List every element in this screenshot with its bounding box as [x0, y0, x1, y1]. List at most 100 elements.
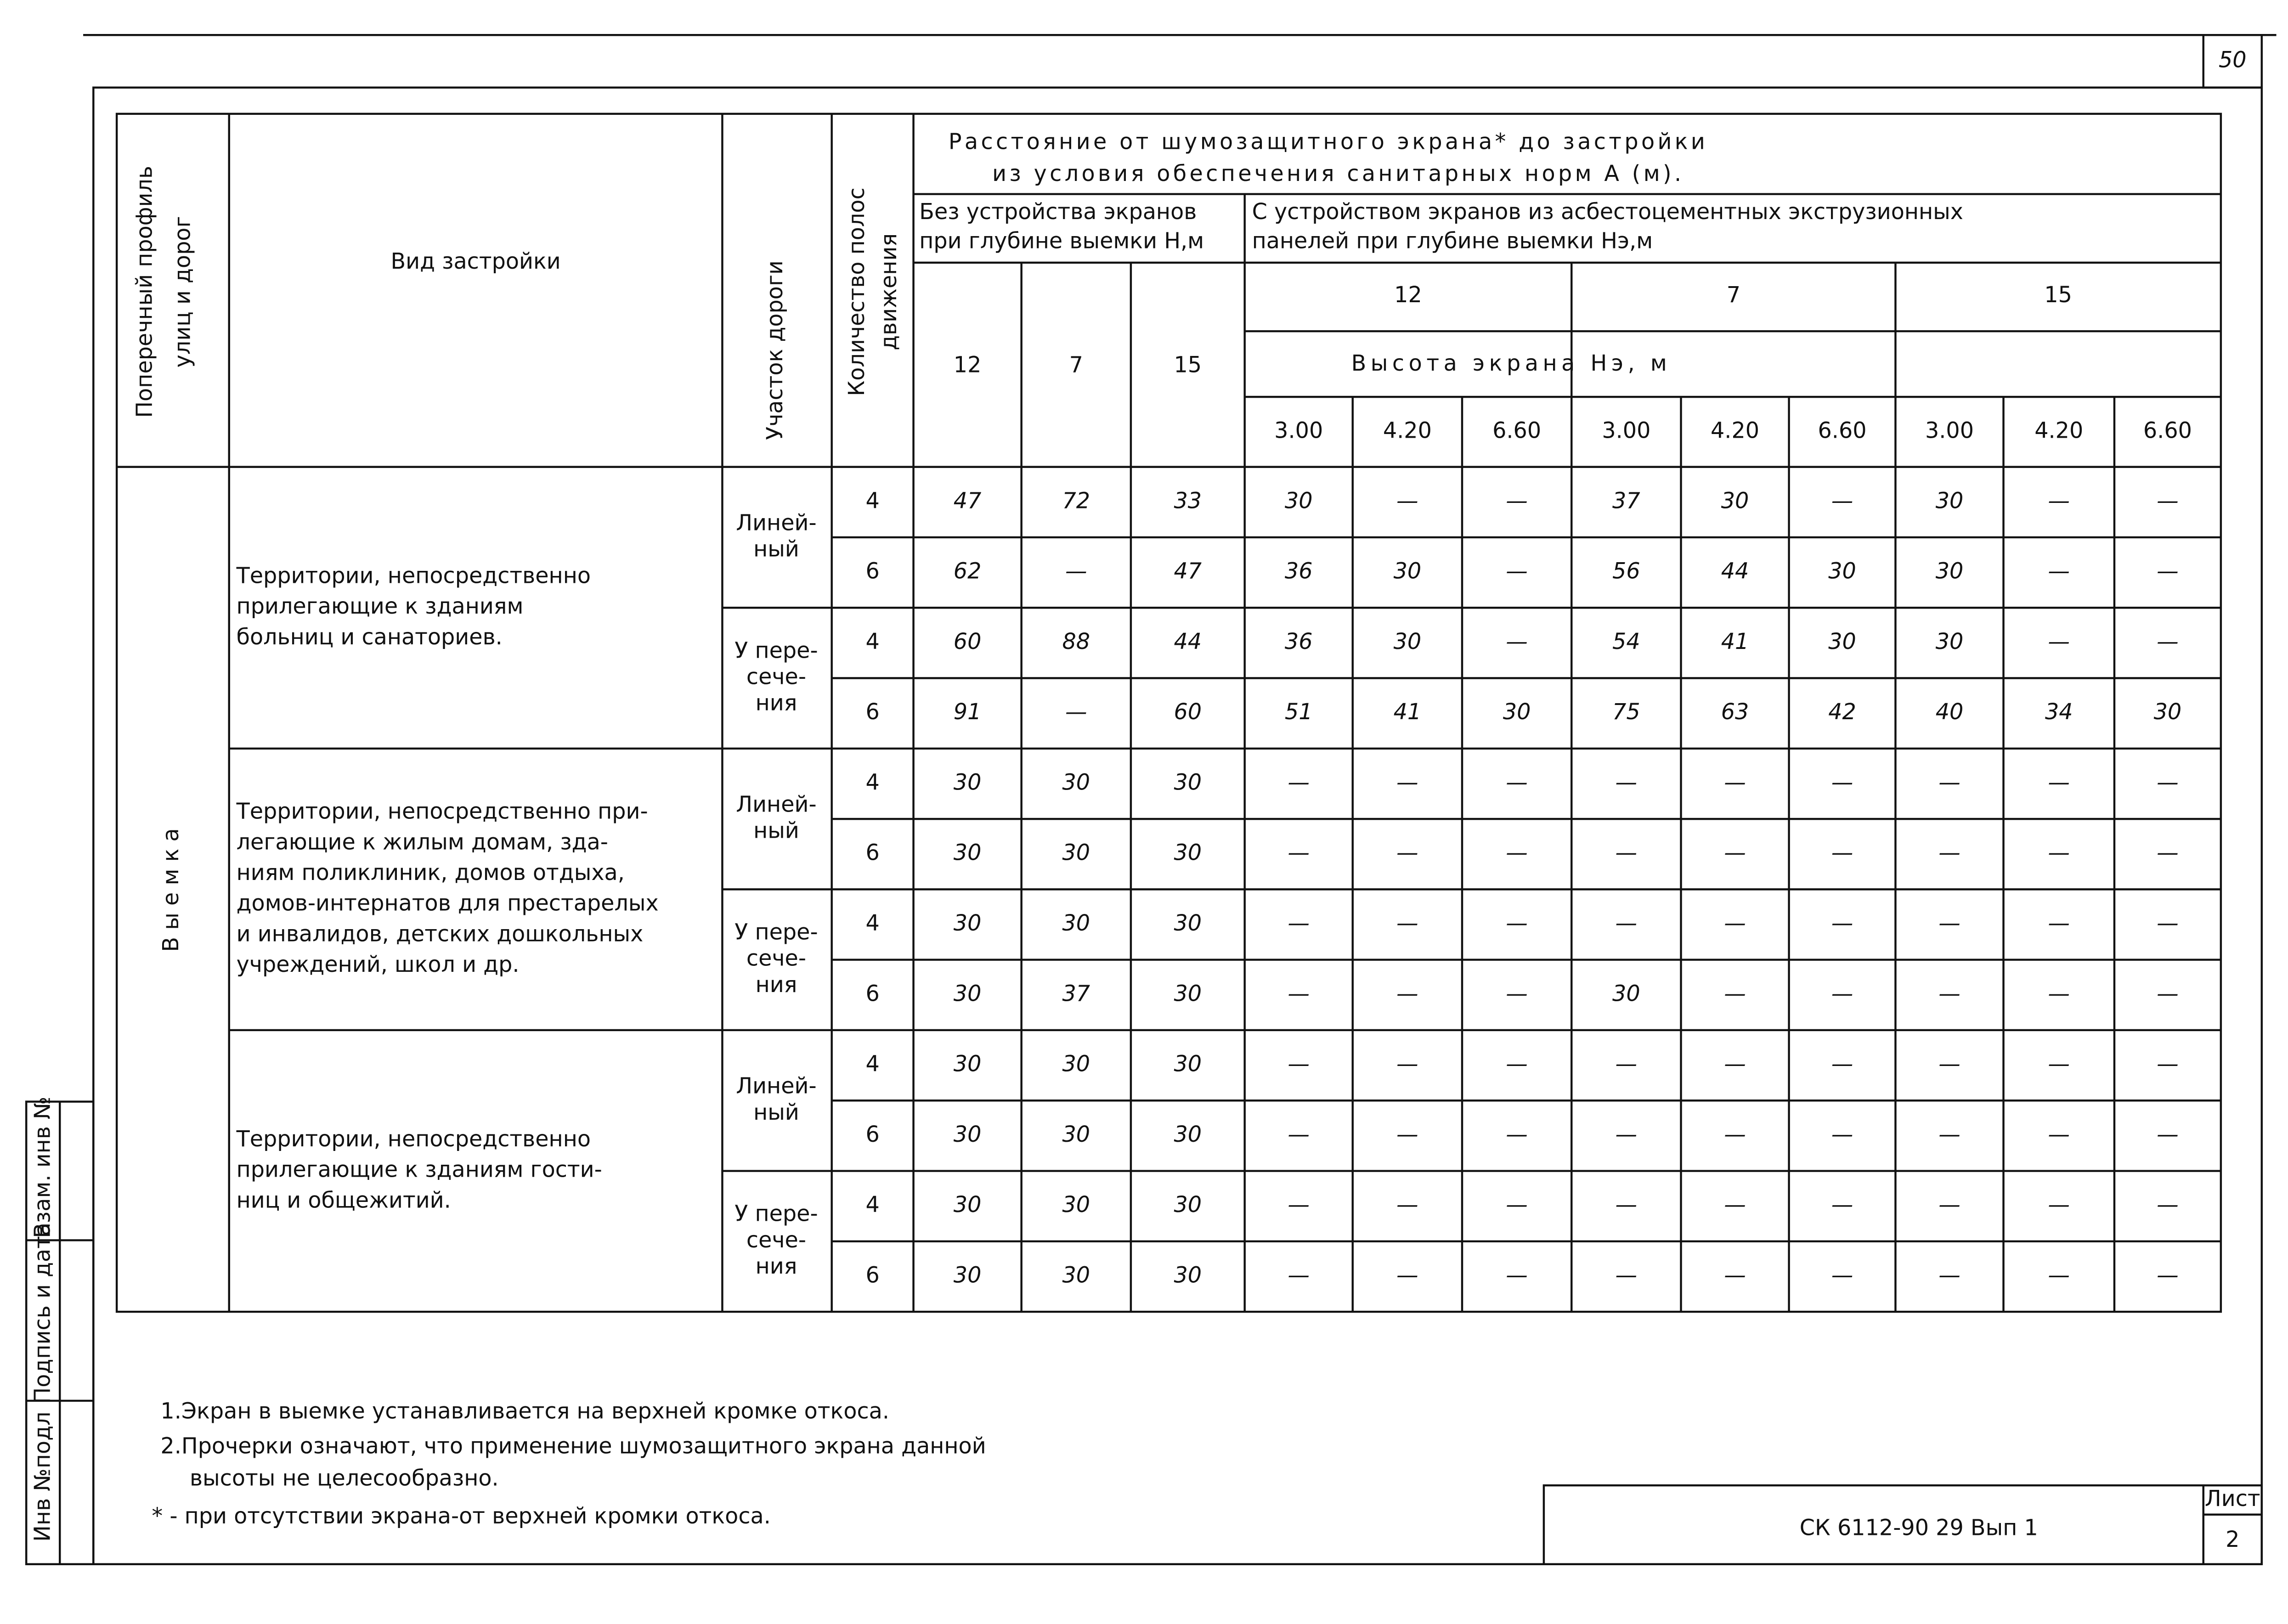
side-stamp-label: Инв №подл: [30, 1411, 55, 1541]
distance-value: —: [1288, 1192, 1310, 1218]
distance-value: 42: [1828, 699, 1856, 725]
sheet-label: Лист: [2205, 1486, 2260, 1511]
distance-value: 30: [1062, 1122, 1090, 1147]
distance-value: —: [2157, 1052, 2179, 1077]
distance-value: —: [1396, 911, 1418, 936]
distance-value: 30: [1062, 911, 1090, 936]
distance-value: —: [1506, 488, 1528, 513]
distance-value: 91: [954, 699, 982, 725]
distance-value: —: [1506, 981, 1528, 1006]
distance-value: 40: [1936, 699, 1964, 725]
distance-value: —: [1288, 911, 1310, 936]
height: 3.00: [1602, 418, 1650, 443]
distance-value: —: [2048, 1263, 2070, 1288]
distance-value: —: [1288, 1052, 1310, 1077]
distance-value: —: [1506, 1052, 1528, 1077]
distance-value: —: [1724, 981, 1746, 1006]
depth: 7: [1069, 352, 1083, 378]
distance-value: 30: [1394, 629, 1422, 654]
distance-value: 37: [1062, 981, 1090, 1006]
distance-value: 72: [1062, 488, 1090, 513]
distance-value: —: [1396, 488, 1418, 513]
distance-value: 30: [954, 1192, 982, 1218]
distance-value: 51: [1285, 699, 1313, 725]
distance-value: 30: [1936, 629, 1964, 654]
distance-value: —: [2157, 1192, 2179, 1218]
distance-value: —: [1288, 1263, 1310, 1288]
table-border: [115, 113, 2222, 1313]
sheet-box: [2202, 1484, 2263, 1565]
header-building-type: Вид застройки: [390, 249, 560, 274]
header-distance-title: Расстояние от шумозащитного экрана* до з…: [949, 129, 1708, 154]
distance-value: 30: [954, 981, 982, 1006]
distance-value: —: [1724, 911, 1746, 936]
distance-value: —: [2048, 629, 2070, 654]
distance-value: —: [1831, 770, 1853, 795]
road-section: ния: [756, 691, 797, 716]
building-type: Территории, непосредственно: [236, 564, 591, 589]
road-section: Линей-: [736, 792, 816, 817]
distance-value: —: [2048, 1122, 2070, 1147]
distance-value: —: [2157, 911, 2179, 936]
depth: 15: [2044, 282, 2072, 308]
distance-value: 30: [1721, 488, 1749, 513]
distance-value: —: [1288, 840, 1310, 866]
height: 3.00: [1925, 418, 1974, 443]
building-type: домов-интернатов для престарелых: [237, 891, 659, 916]
lanes: 4: [865, 1192, 879, 1218]
distance-value: 44: [1721, 559, 1749, 584]
distance-value: —: [1616, 840, 1638, 866]
distance-value: —: [2048, 1192, 2070, 1218]
distance-value: 30: [1062, 1192, 1090, 1218]
distance-value: —: [1831, 981, 1853, 1006]
header-profile: Поперечный профиль: [132, 166, 158, 418]
road-section: Линей-: [736, 1074, 816, 1099]
distance-value: —: [1506, 840, 1528, 866]
distance-value: —: [1396, 1192, 1418, 1218]
distance-value: —: [2157, 981, 2179, 1006]
distance-value: —: [2157, 488, 2179, 513]
page-number-box: [2202, 34, 2263, 89]
depth: 12: [954, 352, 982, 378]
height: 6.60: [1492, 418, 1541, 443]
lanes: 4: [865, 629, 879, 654]
sheet-frame: [92, 86, 2263, 1565]
road-section: ния: [756, 1254, 797, 1279]
distance-value: —: [1831, 488, 1853, 513]
height: 3.00: [1274, 418, 1323, 443]
distance-value: —: [1506, 1263, 1528, 1288]
distance-value: 30: [1062, 770, 1090, 795]
distance-value: —: [1938, 911, 1960, 936]
distance-value: —: [1724, 1052, 1746, 1077]
distance-value: —: [1396, 770, 1418, 795]
distance-value: 37: [1612, 488, 1640, 513]
distance-value: —: [2157, 770, 2179, 795]
road-section: сече-: [746, 1228, 806, 1253]
distance-value: 30: [954, 1052, 982, 1077]
distance-value: —: [1938, 1192, 1960, 1218]
distance-value: 41: [1394, 699, 1422, 725]
distance-value: —: [1938, 1052, 1960, 1077]
lanes: 6: [865, 1122, 879, 1147]
distance-value: 30: [1174, 840, 1202, 866]
depth: 15: [1174, 352, 1202, 378]
lanes: 4: [865, 488, 879, 513]
building-type: Территории, непосредственно: [236, 1127, 591, 1152]
distance-value: —: [2048, 911, 2070, 936]
building-type: легающие к жилым домам, зда-: [237, 829, 608, 855]
distance-value: —: [1288, 770, 1310, 795]
distance-value: 30: [1174, 981, 1202, 1006]
distance-value: —: [1396, 1263, 1418, 1288]
header-lanes: движения: [876, 233, 902, 350]
distance-value: —: [2157, 1263, 2179, 1288]
distance-value: —: [1616, 1122, 1638, 1147]
building-type: прилегающие к зданиям: [237, 594, 524, 619]
distance-value: —: [1616, 770, 1638, 795]
side-stamp-label: Подпись и дата: [30, 1223, 55, 1404]
note: 1.Экран в выемке устанавливается на верх…: [160, 1398, 889, 1424]
distance-value: —: [1724, 1263, 1746, 1288]
header-lanes: Количество полос: [844, 187, 870, 396]
distance-value: —: [2157, 840, 2179, 866]
building-type: прилегающие к зданиям гости-: [237, 1157, 602, 1183]
